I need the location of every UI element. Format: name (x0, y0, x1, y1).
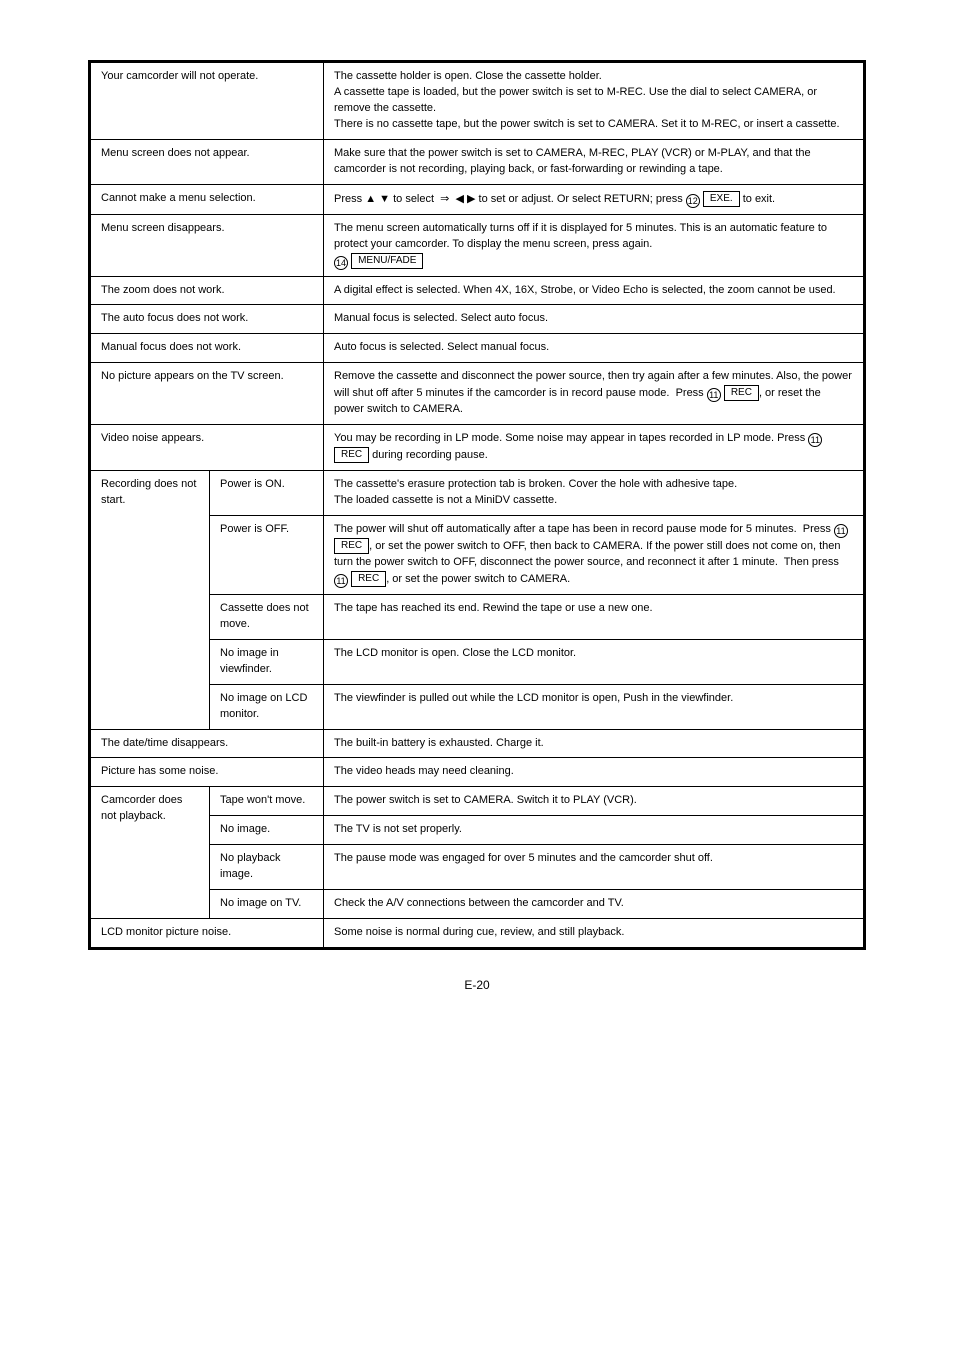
remedy-cell: The menu screen automatically turns off … (324, 214, 865, 276)
condition-cell: Power is OFF. (210, 516, 324, 595)
remedy-cell: The video heads may need cleaning. (324, 758, 865, 787)
symptom-cell: No picture appears on the TV screen. (90, 363, 324, 425)
remedy-cell: The TV is not set properly. (324, 816, 865, 845)
condition-cell: Power is ON. (210, 471, 324, 516)
condition-cell: No image on TV. (210, 890, 324, 919)
page-number: E-20 (88, 978, 866, 992)
remedy-cell: The built-in battery is exhausted. Charg… (324, 729, 865, 758)
condition-cell: No image. (210, 816, 324, 845)
symptom-cell: Picture has some noise. (90, 758, 324, 787)
symptom-cell: The date/time disappears. (90, 729, 324, 758)
remedy-cell: Remove the cassette and disconnect the p… (324, 363, 865, 425)
condition-cell: No image in viewfinder. (210, 639, 324, 684)
symptom-cell: Menu screen does not appear. (90, 139, 324, 184)
remedy-cell: The power will shut off automatically af… (324, 516, 865, 595)
remedy-cell: The power switch is set to CAMERA. Switc… (324, 787, 865, 816)
remedy-cell: The cassette holder is open. Close the c… (324, 62, 865, 140)
symptom-cell: The auto focus does not work. (90, 305, 324, 334)
symptom-cell: Menu screen disappears. (90, 214, 324, 276)
symptom-cell: Your camcorder will not operate. (90, 62, 324, 140)
remedy-cell: Make sure that the power switch is set t… (324, 139, 865, 184)
remedy-cell: Check the A/V connections between the ca… (324, 890, 865, 919)
condition-cell: Cassette does not move. (210, 594, 324, 639)
remedy-cell: The cassette's erasure protection tab is… (324, 471, 865, 516)
symptom-cell: The zoom does not work. (90, 276, 324, 305)
remedy-cell: The viewfinder is pulled out while the L… (324, 684, 865, 729)
remedy-cell: The pause mode was engaged for over 5 mi… (324, 845, 865, 890)
remedy-cell: Auto focus is selected. Select manual fo… (324, 334, 865, 363)
symptom-cell: Recording does not start. (90, 471, 210, 729)
condition-cell: Tape won't move. (210, 787, 324, 816)
remedy-cell: You may be recording in LP mode. Some no… (324, 425, 865, 471)
troubleshooting-table: Your camcorder will not operate.The cass… (88, 60, 866, 950)
condition-cell: No playback image. (210, 845, 324, 890)
remedy-cell: Manual focus is selected. Select auto fo… (324, 305, 865, 334)
symptom-cell: Video noise appears. (90, 425, 324, 471)
symptom-cell: Camcorder does not playback. (90, 787, 210, 919)
condition-cell: No image on LCD monitor. (210, 684, 324, 729)
symptom-cell: Cannot make a menu selection. (90, 184, 324, 214)
remedy-cell: Press ▲ ▼ to select ⇒ ◀ ▶ to set or adju… (324, 184, 865, 214)
remedy-cell: The LCD monitor is open. Close the LCD m… (324, 639, 865, 684)
symptom-cell: LCD monitor picture noise. (90, 919, 324, 949)
symptom-cell: Manual focus does not work. (90, 334, 324, 363)
remedy-cell: A digital effect is selected. When 4X, 1… (324, 276, 865, 305)
remedy-cell: Some noise is normal during cue, review,… (324, 919, 865, 949)
remedy-cell: The tape has reached its end. Rewind the… (324, 594, 865, 639)
